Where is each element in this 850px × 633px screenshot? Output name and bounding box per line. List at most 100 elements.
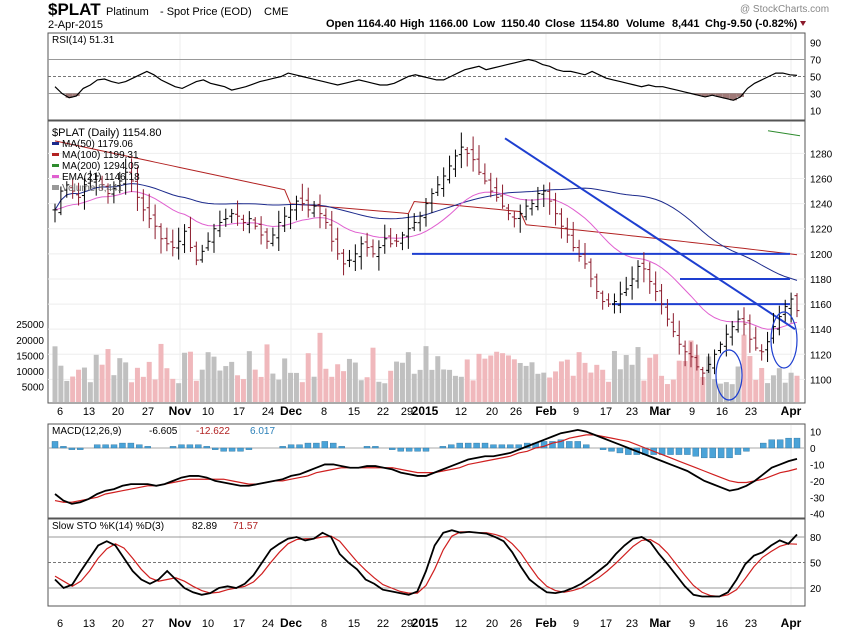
- price-x-tick: 8: [321, 406, 327, 418]
- volume-bar: [535, 373, 541, 402]
- volume-bar: [494, 351, 500, 402]
- volume-bar: [258, 376, 264, 402]
- macd-histogram-bar: [481, 442, 489, 449]
- sto-x-tick: 2015: [412, 616, 439, 630]
- sto-x-tick: 10: [202, 618, 214, 630]
- sto-x-tick: 26: [510, 618, 522, 630]
- macd-histogram-bar: [717, 447, 725, 459]
- sto-x-tick: 23: [626, 618, 638, 630]
- price-y-tick: 1180: [810, 275, 832, 286]
- rsi-y-tick: 30: [810, 90, 822, 101]
- macd-histogram-bar: [726, 447, 733, 459]
- volume-bar: [164, 368, 170, 402]
- price-x-tick: 20: [112, 406, 124, 418]
- volume-bar: [252, 369, 258, 402]
- macd-histogram-bar: [136, 444, 143, 449]
- volume-bar: [240, 379, 246, 402]
- volume-bar: [447, 369, 453, 402]
- price-x-tick: 29: [401, 406, 413, 418]
- sto-x-tick: 16: [716, 618, 728, 630]
- volume-bar: [588, 372, 594, 402]
- legend-swatch-ma100: [52, 153, 59, 156]
- volume-bar: [641, 380, 647, 402]
- macd-histogram-bar: [684, 447, 691, 455]
- volume-bar: [134, 367, 140, 402]
- macd-histogram-bar: [760, 442, 767, 449]
- price-x-tick: Nov: [169, 404, 192, 418]
- volume-bar: [270, 373, 276, 402]
- macd-histogram-bar: [397, 447, 404, 452]
- volume-bar: [111, 375, 117, 402]
- volume-y-tick: 20000: [16, 336, 44, 347]
- macd-histogram-bar: [743, 447, 750, 452]
- legend-ma100: MA(100) 1199.31: [62, 150, 139, 161]
- macd-histogram-bar: [583, 444, 590, 449]
- volume-bar: [570, 375, 576, 402]
- rsi-oversold-fill: [694, 93, 702, 96]
- rsi-oversold-fill: [708, 93, 716, 96]
- volume-bar: [505, 355, 511, 402]
- close-label: Close: [545, 18, 575, 30]
- volume-y-tick: 15000: [16, 351, 44, 362]
- sto-x-tick: 17: [233, 618, 245, 630]
- sto-x-tick: 9: [573, 618, 579, 630]
- rsi-oversold-fill: [701, 93, 709, 97]
- macd-histogram-bar: [203, 446, 210, 449]
- sto-x-tick: Nov: [169, 616, 192, 630]
- volume-bar: [211, 356, 217, 402]
- indicator-layer: [51, 58, 801, 598]
- volume-bar: [199, 369, 205, 402]
- sto-x-tick: 17: [600, 618, 612, 630]
- volume-bar: [170, 378, 176, 402]
- open-value: 1164.40: [357, 18, 396, 30]
- macd-y-tick: -10: [810, 460, 825, 471]
- volume-bar: [364, 377, 370, 402]
- rsi-oversold-fill: [736, 93, 744, 97]
- sto-x-tick: Mar: [649, 616, 671, 630]
- volume-bar: [152, 379, 158, 402]
- macd-histogram-bar: [220, 447, 227, 452]
- volume-bar: [293, 372, 299, 402]
- price-y-tick: 1160: [810, 300, 832, 311]
- volume-bar: [146, 361, 152, 402]
- macd-histogram-bar: [405, 447, 413, 452]
- sto-x-tick: 6: [57, 618, 63, 630]
- volume-bar: [511, 359, 517, 402]
- sto-x-tick: 20: [486, 618, 498, 630]
- volume-bar: [87, 382, 93, 402]
- macd-histogram-bar: [68, 447, 76, 450]
- volume-bar: [653, 354, 659, 402]
- volume-bar: [470, 380, 476, 402]
- volume-bar: [76, 369, 82, 402]
- volume-bar: [723, 382, 729, 402]
- volume-bar: [688, 340, 694, 402]
- macd-histogram-bar: [144, 446, 151, 449]
- sto-d-value: 71.57: [233, 521, 258, 532]
- volume-bar: [523, 365, 529, 402]
- sto-x-tick: 20: [112, 618, 124, 630]
- macd-histogram-bar: [330, 442, 337, 449]
- macd-hist-value: 6.017: [250, 426, 275, 437]
- volume-bar: [417, 369, 423, 402]
- macd-histogram-bar: [692, 447, 700, 457]
- macd-histogram-bar: [557, 439, 565, 449]
- volume-bar: [246, 351, 252, 402]
- low-value: 1150.40: [501, 18, 540, 30]
- macd-histogram-bar: [77, 447, 84, 450]
- sto-x-tick: 8: [321, 618, 327, 630]
- price-title: $PLAT (Daily) 1154.80: [52, 127, 161, 139]
- volume-bar: [282, 358, 288, 402]
- macd-histogram-bar: [127, 442, 135, 449]
- volume-bar: [117, 358, 123, 402]
- volume-bar: [99, 364, 105, 402]
- volume-bar: [659, 375, 665, 402]
- volume-layer: [52, 332, 800, 402]
- volume-bar: [140, 376, 146, 402]
- rsi-label: RSI(14) 51.31: [52, 35, 115, 46]
- price-x-tick: 15: [348, 406, 360, 418]
- price-y-tick: 1240: [810, 200, 833, 211]
- sto-x-tick: 13: [83, 618, 95, 630]
- macd-y-tick: 10: [810, 428, 822, 439]
- rsi-oversold-fill: [729, 93, 737, 101]
- macd-histogram-bar: [768, 439, 775, 449]
